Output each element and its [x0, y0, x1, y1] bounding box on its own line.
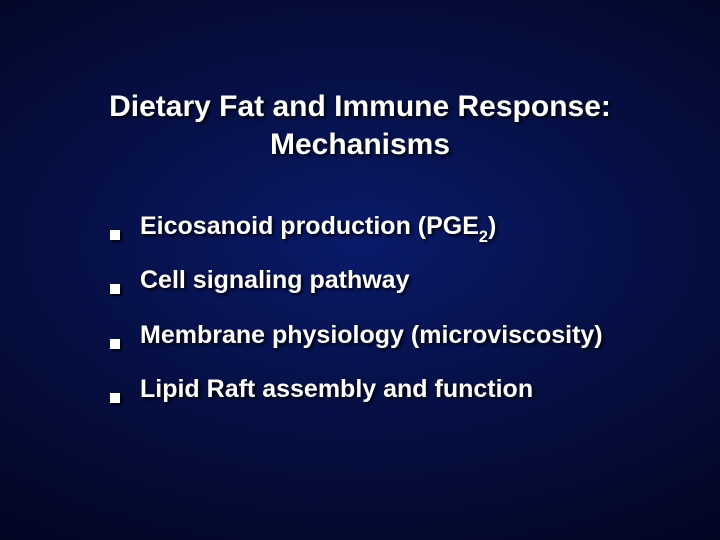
bullet-text-pre: Cell signaling pathway	[140, 266, 410, 294]
slide-title: Dietary Fat and Immune Response: Mechani…	[0, 88, 720, 163]
bullet-text: Lipid Raft assembly and function	[140, 374, 533, 408]
list-item: Lipid Raft assembly and function	[110, 374, 680, 408]
bullet-text-pre: Lipid Raft assembly and function	[140, 375, 533, 403]
bullet-icon	[110, 230, 120, 240]
bullet-text: Membrane physiology (microviscosity)	[140, 320, 603, 354]
list-item: Membrane physiology (microviscosity)	[110, 320, 680, 354]
list-item: Eicosanoid production (PGE2)	[110, 211, 680, 245]
bullet-icon	[110, 339, 120, 349]
bullet-text-pre: Membrane physiology (microviscosity)	[140, 321, 603, 349]
bullet-text-sub: 2	[479, 228, 488, 246]
bullet-text: Eicosanoid production (PGE2)	[140, 211, 496, 245]
bullet-text-pre: Eicosanoid production (PGE	[140, 212, 479, 240]
bullet-text-post: )	[488, 212, 496, 240]
bullet-icon	[110, 284, 120, 294]
bullet-text: Cell signaling pathway	[140, 265, 410, 299]
bullet-icon	[110, 393, 120, 403]
title-line-1: Dietary Fat and Immune Response:	[109, 90, 611, 123]
slide: Dietary Fat and Immune Response: Mechani…	[0, 0, 720, 540]
list-item: Cell signaling pathway	[110, 265, 680, 299]
bullet-list: Eicosanoid production (PGE2) Cell signal…	[110, 211, 680, 408]
title-line-2: Mechanisms	[270, 128, 450, 161]
